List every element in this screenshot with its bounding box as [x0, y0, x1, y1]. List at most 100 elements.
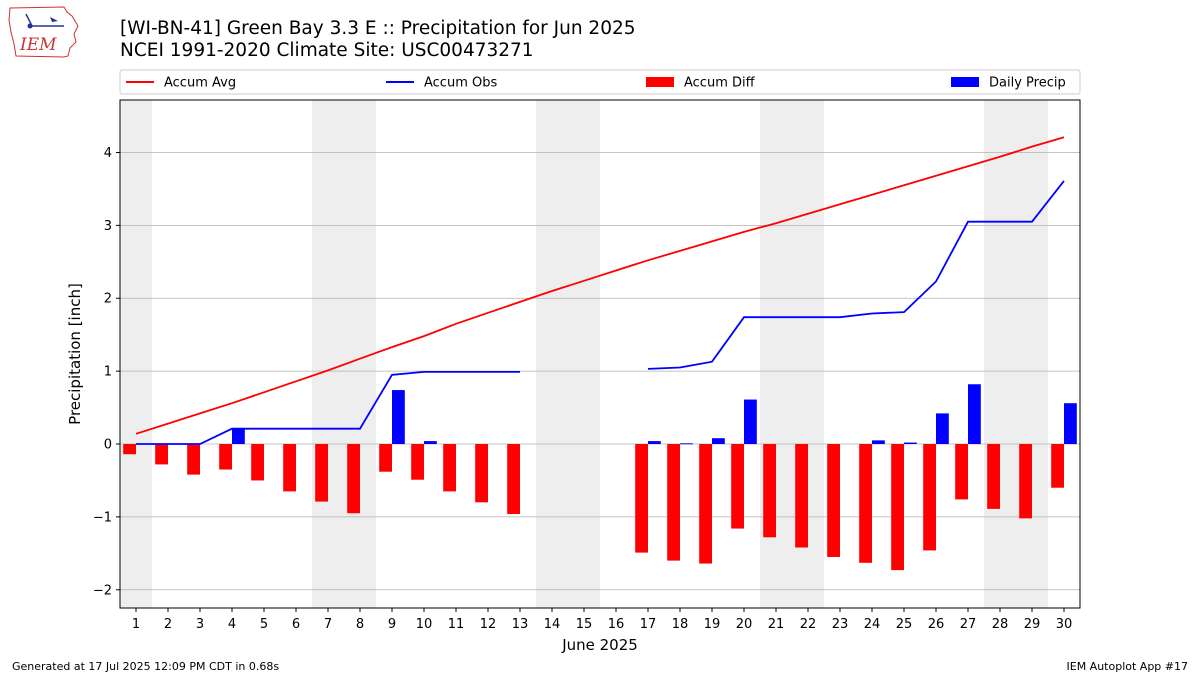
legend-box — [119, 69, 1081, 95]
x-tick-label: 15 — [576, 617, 593, 632]
x-tick-label: 28 — [992, 617, 1009, 632]
accum-diff-bar — [1019, 444, 1032, 519]
legend-swatch-bar — [951, 77, 979, 87]
x-tick-label: 9 — [388, 617, 396, 632]
x-tick-label: 26 — [928, 617, 945, 632]
accum-diff-bar — [251, 444, 264, 481]
daily-precip-bar — [392, 390, 405, 445]
iem-logo-text: IEM — [19, 35, 57, 55]
y-tick-label: 2 — [104, 292, 112, 307]
accum-diff-bar — [283, 444, 296, 492]
accum-diff-bar — [699, 444, 712, 564]
legend-label: Daily Precip — [989, 76, 1066, 91]
accum-diff-bar — [731, 444, 744, 529]
y-axis-label: Precipitation [inch] — [66, 283, 84, 425]
x-tick-label: 22 — [800, 617, 817, 632]
x-axis-label: June 2025 — [561, 636, 638, 654]
accum-diff-bar — [155, 444, 168, 465]
weekend-band — [312, 100, 344, 608]
daily-precip-bar — [744, 399, 757, 445]
daily-precip-bar — [648, 441, 661, 445]
x-tick-label: 2 — [164, 617, 172, 632]
weekend-shading — [120, 100, 1048, 608]
station-dot — [27, 23, 33, 29]
accum-diff-bar — [187, 444, 200, 475]
x-tick-label: 6 — [292, 617, 300, 632]
iowa-outline — [8, 6, 79, 58]
legend-swatch-bar — [646, 77, 674, 87]
legend-label: Accum Diff — [684, 76, 756, 91]
accum-diff-bar — [955, 444, 968, 500]
legend-label: Accum Avg — [164, 76, 236, 91]
accum-diff-bar — [987, 444, 1000, 509]
chart-subtitle: NCEI 1991-2020 Climate Site: USC00473271 — [120, 40, 534, 61]
daily-precip-bar — [936, 413, 949, 445]
accum-diff-bar — [891, 444, 904, 571]
x-tick-label: 29 — [1024, 617, 1041, 632]
x-tick-label: 18 — [672, 617, 689, 632]
generated-timestamp: Generated at 17 Jul 2025 12:09 PM CDT in… — [12, 660, 280, 673]
accum-avg-line — [135, 136, 1065, 435]
weekend-band — [568, 100, 600, 608]
iem-logo-icon: IEM — [8, 6, 79, 58]
accum-diff-bar — [219, 444, 232, 470]
daily-precip-bar — [712, 438, 725, 445]
accum-diff-bar — [347, 444, 360, 514]
accum-diff-bar — [795, 444, 808, 548]
legend: Accum Avg Accum Obs Accum Diff Daily Precip — [119, 69, 1081, 95]
x-tick-label: 11 — [448, 617, 465, 632]
x-tick-label: 16 — [608, 617, 625, 632]
x-tick-label: 14 — [544, 617, 561, 632]
accum-diff-bar — [635, 444, 648, 553]
accum-diff-bar — [379, 444, 392, 472]
x-tick-label: 7 — [324, 617, 332, 632]
x-tick-label: 25 — [896, 617, 913, 632]
x-tick-label: 5 — [260, 617, 268, 632]
accum-obs-line — [647, 180, 1065, 370]
grid-lines — [120, 152, 1080, 591]
y-tick-label: 0 — [104, 438, 112, 453]
daily-precip-bar — [904, 442, 917, 445]
accum-diff-bar — [507, 444, 520, 514]
x-tick-label: 1 — [132, 617, 140, 632]
x-tick-label: 17 — [640, 617, 657, 632]
accum-diff-bar — [923, 444, 936, 551]
daily-precip-bar — [1064, 403, 1077, 445]
daily-precip-bar — [968, 384, 981, 445]
bars — [123, 384, 1077, 571]
x-tick-label: 12 — [480, 617, 497, 632]
accum-diff-bar — [1051, 444, 1064, 488]
y-tick-label: 3 — [104, 219, 112, 234]
accum-diff-bar — [859, 444, 872, 563]
accum-diff-bar — [827, 444, 840, 557]
app-label: IEM Autoplot App #17 — [1066, 660, 1189, 673]
accum-obs-line — [136, 370, 520, 445]
weekend-band — [984, 100, 1016, 608]
daily-precip-bar — [424, 441, 437, 445]
weekend-band — [120, 100, 152, 608]
x-tick-label: 4 — [228, 617, 236, 632]
daily-precip-bar — [872, 440, 885, 445]
chart-title: [WI-BN-41] Green Bay 3.3 E :: Precipitat… — [120, 18, 636, 39]
y-tick-label: 1 — [104, 365, 112, 380]
x-tick-label: 10 — [416, 617, 433, 632]
x-tick-label: 13 — [512, 617, 529, 632]
wind-vane-icon — [50, 17, 58, 22]
accum-diff-bar — [763, 444, 776, 538]
legend-label: Accum Obs — [424, 76, 497, 91]
x-tick-label: 3 — [196, 617, 204, 632]
plot-frame — [119, 99, 1081, 609]
x-tick-label: 30 — [1056, 617, 1073, 632]
accum-diff-bar — [411, 444, 424, 480]
accum-diff-bar — [667, 444, 680, 561]
daily-precip-bar — [232, 428, 245, 445]
y-tick-label: −1 — [93, 510, 112, 525]
x-tick-label: 20 — [736, 617, 753, 632]
accum-diff-bar — [443, 444, 456, 492]
lines — [135, 136, 1065, 445]
daily-precip-bar — [680, 443, 693, 445]
accum-diff-bar — [123, 444, 136, 455]
x-tick-label: 8 — [356, 617, 364, 632]
weekend-band — [536, 100, 568, 608]
